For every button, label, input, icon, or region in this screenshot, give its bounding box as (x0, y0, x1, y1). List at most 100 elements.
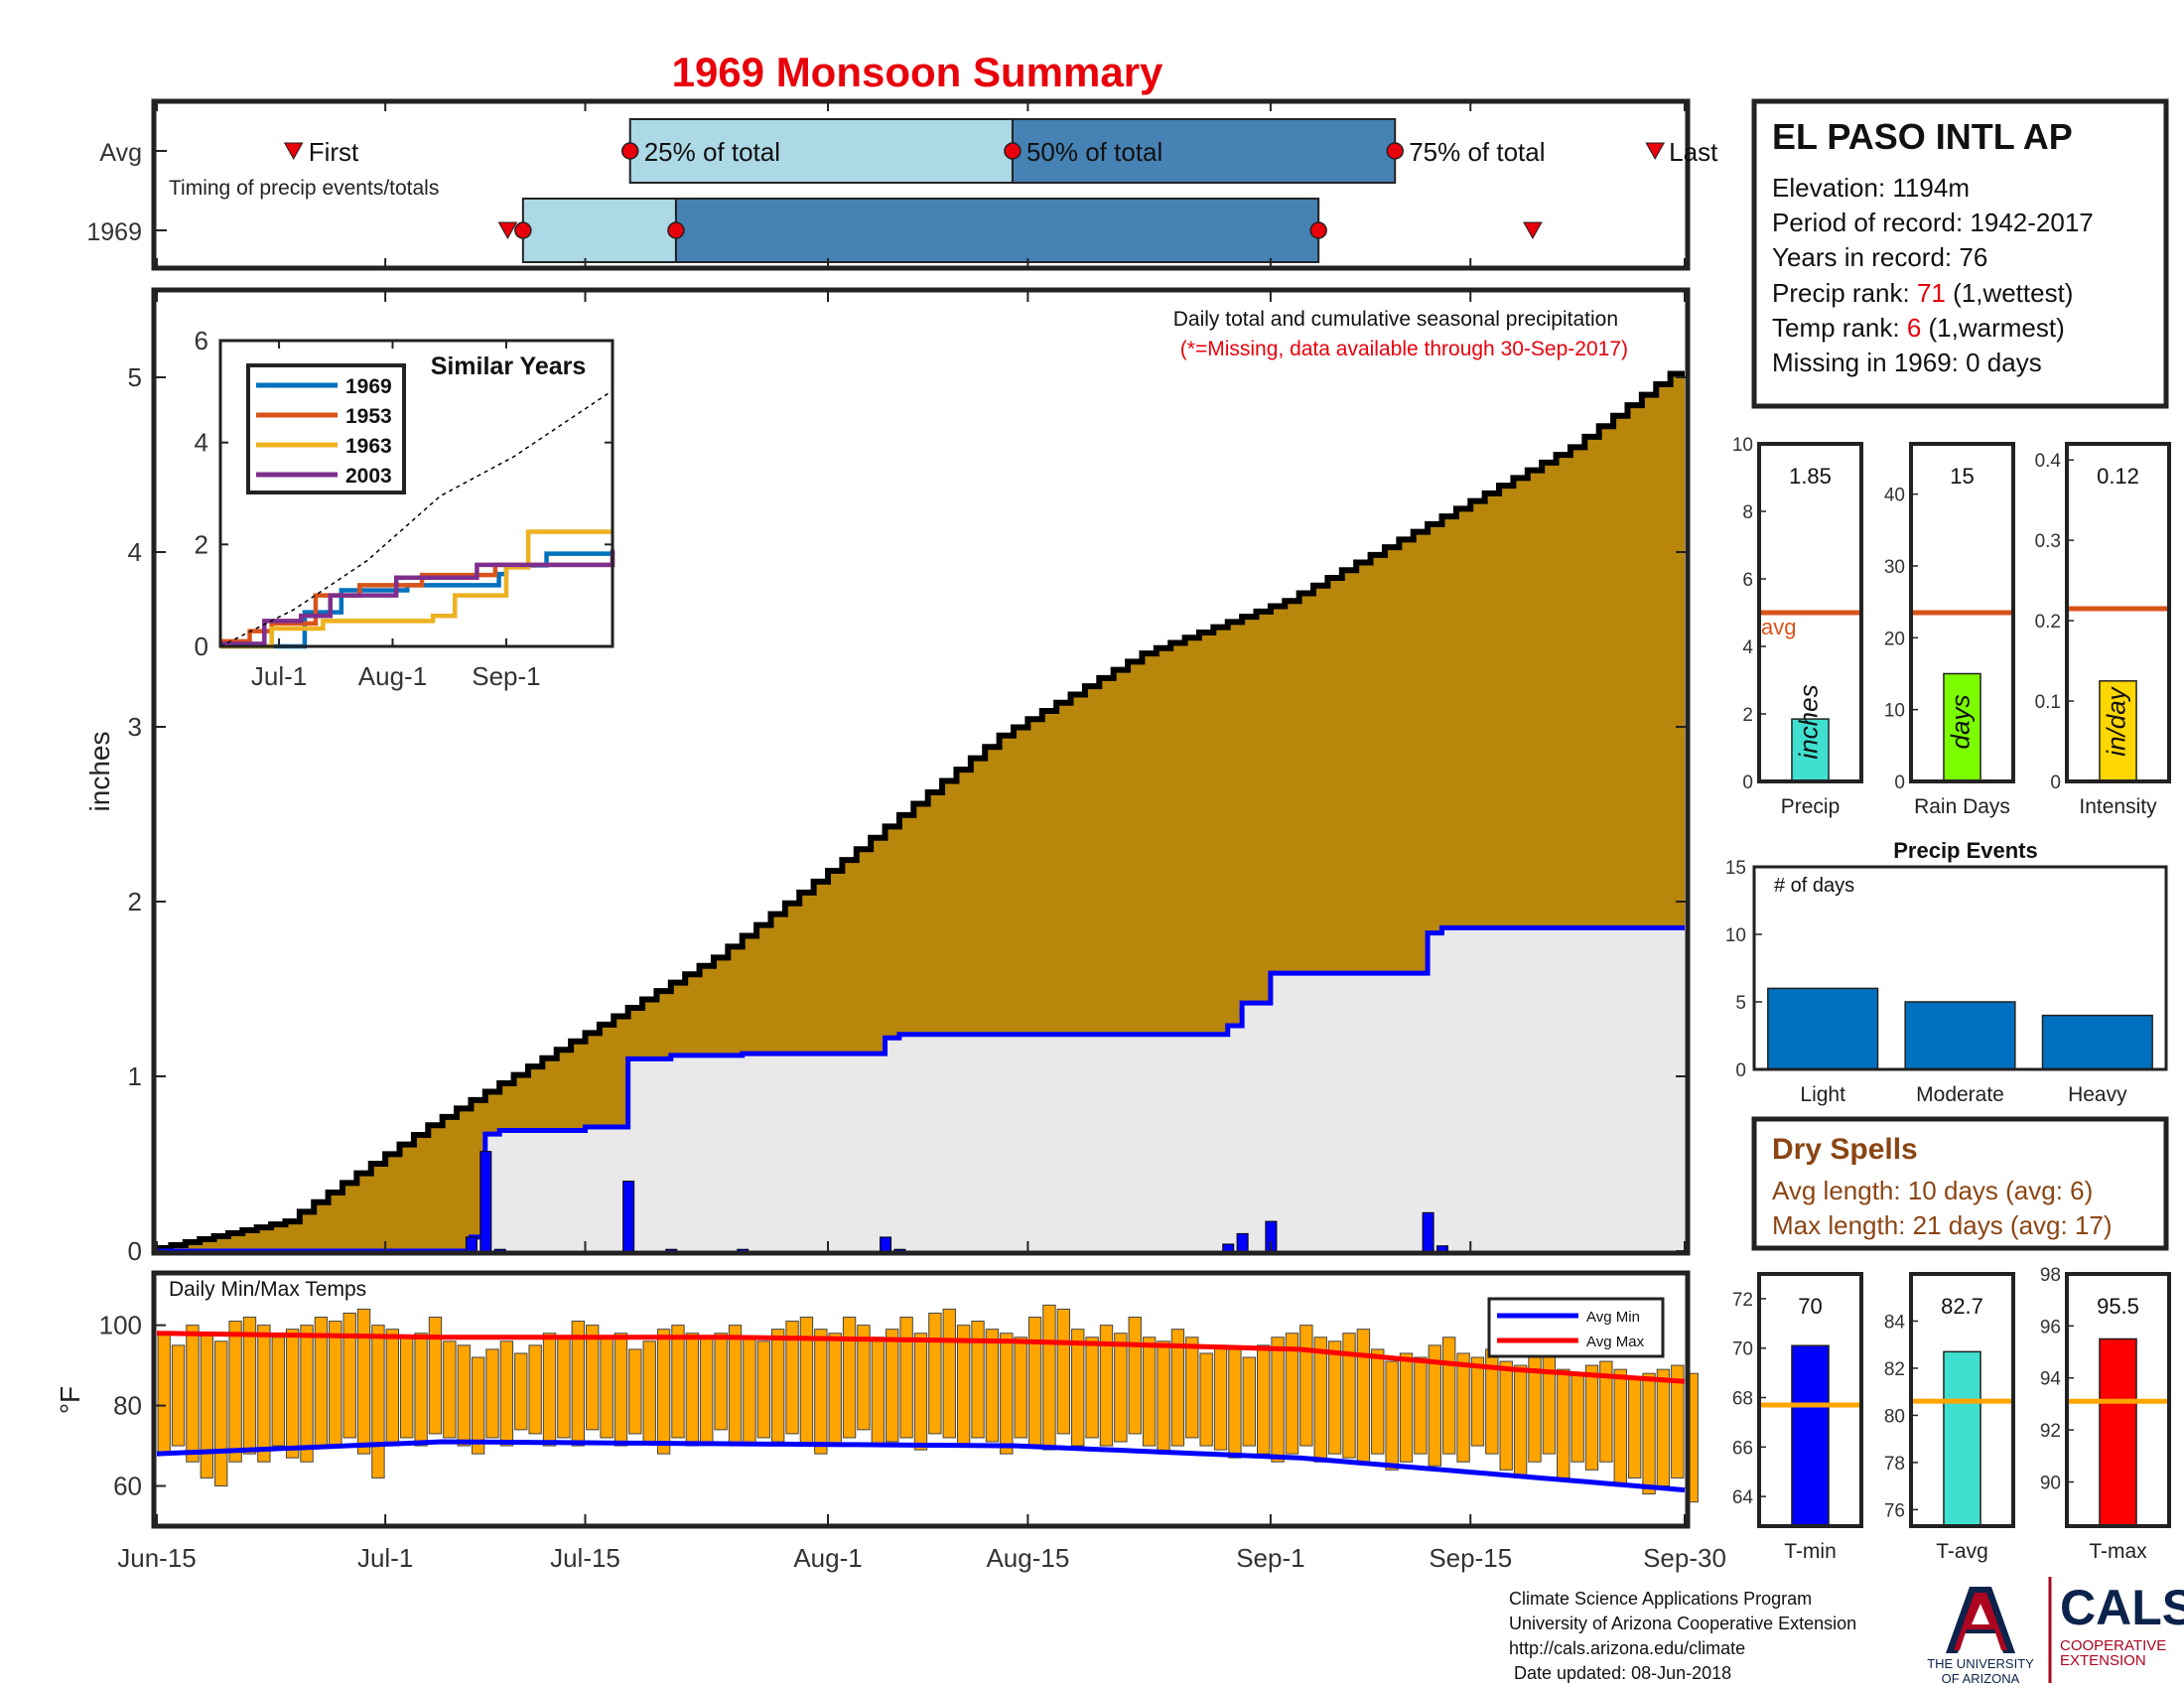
temp-panel-frame-2 (2065, 1272, 2171, 1528)
precip-events-y-tick-label: 5 (1735, 993, 1746, 1014)
date-tick-label: Aug-15 (986, 1543, 1069, 1573)
precip-rank-value: 71 (1917, 278, 1946, 308)
daily-temp-bar (899, 1317, 913, 1439)
precip-event-label-heavy: Heavy (2068, 1083, 2127, 1106)
temp-y-tick-label: 92 (2040, 1421, 2061, 1442)
temp-x-label-1: T-avg (1936, 1540, 1988, 1563)
precip-stat-x-label-2: Intensity (2079, 795, 2157, 818)
year-cumulative-area (157, 927, 1685, 1251)
precip-events-y-tick-label: 15 (1725, 858, 1746, 879)
temp-y-tick-label: 84 (1884, 1312, 1906, 1333)
daily-temp-bar (271, 1336, 285, 1447)
daily-temp-bar (485, 1348, 499, 1439)
temp-y-tick-label: 82 (1884, 1359, 1905, 1380)
arizona-a-icon (1946, 1587, 2015, 1653)
main-y-tick-label: 3 (128, 712, 142, 742)
daily-temp-bar (1656, 1368, 1671, 1487)
date-tick-label: Sep-30 (1643, 1543, 1726, 1573)
inset-y-tick-label: 2 (195, 529, 208, 559)
daily-temp-bar (1599, 1360, 1613, 1463)
daily-temp-bar (528, 1344, 542, 1435)
similar-years-legend: 1969 1953 1963 2003 (246, 363, 406, 494)
precip-events-marks: Light Moderate Heavy 0 5 10 15 (1725, 858, 2153, 1106)
timing-panel: First 25% of total 50% of total 75% of tota… (86, 98, 1718, 271)
credits-line4: Date updated: 08-Jun-2018 (1509, 1663, 1731, 1683)
main-y-tick-label: 0 (128, 1236, 142, 1266)
dry-spells-title: Dry Spells (1772, 1133, 1918, 1166)
daily-temp-bar (1242, 1356, 1257, 1447)
daily-temp-bar (956, 1325, 971, 1447)
temp-y-tick-label: 76 (1884, 1500, 1905, 1521)
precip-stat-panel-frame-1 (1909, 442, 2015, 783)
temp-x-label-0: T-min (1784, 1540, 1837, 1563)
temps-title: Daily Min/Max Temps (169, 1278, 366, 1301)
timing-row-avg-label: Avg (99, 139, 142, 167)
precip-stat-y-tick-label: 0.4 (2035, 451, 2062, 472)
temp-chart-marks: 60 80 100 (99, 1304, 1699, 1526)
daily-temp-bar (1042, 1304, 1056, 1451)
timing-p25-label: 25% of total (644, 137, 780, 167)
precip-stat-y-tick-label: 40 (1884, 486, 1905, 506)
temp-rank-value: 6 (1907, 313, 1921, 343)
daily-temp-bar (228, 1321, 242, 1463)
daily-temp-bar (1613, 1368, 1627, 1487)
temp-y-axis-label: °F (55, 1386, 85, 1414)
similar-years-marks: 0 2 4 6 Jul-1 Aug-1 Sep-1 (195, 326, 615, 691)
dry-spells-box: Dry Spells Avg length: 10 days (avg: 6) … (1751, 1116, 2169, 1251)
precip-event-label-light: Light (1800, 1083, 1845, 1106)
timing-year-q2-box (674, 198, 1320, 263)
temp-bar-1 (1943, 1350, 1981, 1527)
avg-max-line (156, 1331, 1686, 1384)
credits-line1: Climate Science Applications Program (1509, 1589, 1812, 1609)
timing-marks: First 25% of total 50% of total 75% of tota… (154, 101, 1718, 268)
temp-y-tick-label: 80 (113, 1391, 142, 1421)
timing-year-last-marker (1523, 221, 1543, 240)
daily-temp-bar (700, 1336, 714, 1443)
daily-temp-bar (214, 1340, 228, 1487)
daily-temp-bar (1085, 1336, 1099, 1439)
daily-temp-bar (1642, 1372, 1656, 1495)
precip-stat-bar-text-1: days (1945, 695, 1975, 750)
daily-temp-bar (385, 1329, 400, 1447)
daily-temp-bar (1385, 1360, 1399, 1471)
daily-temp-bar (1513, 1364, 1528, 1478)
temp-y-tick-label: 80 (1884, 1406, 1905, 1427)
daily-temp-bar (371, 1325, 385, 1478)
daily-temp-bar (656, 1329, 671, 1455)
precip-stat-value-1: 15 (1950, 464, 1974, 489)
daily-temp-bar (1114, 1333, 1128, 1443)
daily-temp-bar (356, 1308, 371, 1455)
daily-temp-bar (200, 1333, 214, 1478)
credits-line2: University of Arizona Cooperative Extens… (1509, 1614, 1856, 1633)
credits-line3: http://cals.arizona.edu/climate (1509, 1638, 1745, 1658)
dry-spells-avg: Avg length: 10 days (avg: 6) (1772, 1176, 2093, 1205)
precip-events-inner-label: # of days (1774, 875, 1854, 897)
inset-legend-label-1963: 1963 (345, 435, 392, 458)
precip-events-y-tick-label: 0 (1735, 1060, 1746, 1081)
daily-temp-bar (1128, 1317, 1142, 1435)
temp-y-tick-label: 90 (2040, 1473, 2061, 1493)
daily-temp-bar (499, 1340, 514, 1447)
daily-precip-bar (622, 1181, 635, 1252)
daily-temp-bar (1027, 1317, 1042, 1447)
date-tick-label: Sep-1 (1236, 1543, 1304, 1573)
daily-temp-bar (785, 1321, 799, 1435)
precip-stat-y-tick-label: 0 (1742, 773, 1753, 793)
daily-temp-bar (329, 1321, 342, 1447)
daily-temp-bar (928, 1312, 942, 1435)
daily-temp-bar (585, 1325, 600, 1431)
daily-temp-bar (1142, 1336, 1157, 1447)
temp-y-tick-label: 72 (1732, 1290, 1753, 1311)
precip-stat-y-tick-label: 2 (1742, 705, 1753, 726)
station-temp-rank: Temp rank: 6 (1,warmest) (1772, 313, 2065, 343)
daily-temp-bar (1671, 1364, 1685, 1478)
daily-temp-bar (342, 1312, 356, 1439)
daily-temp-bar (1213, 1344, 1228, 1451)
daily-precip-bar (479, 1151, 492, 1252)
temp-bar-2 (2099, 1337, 2137, 1527)
daily-precip-bar (1222, 1243, 1235, 1252)
daily-temp-bar (1228, 1348, 1242, 1459)
daily-temp-bar (942, 1308, 956, 1439)
daily-temp-bar (1271, 1336, 1285, 1463)
